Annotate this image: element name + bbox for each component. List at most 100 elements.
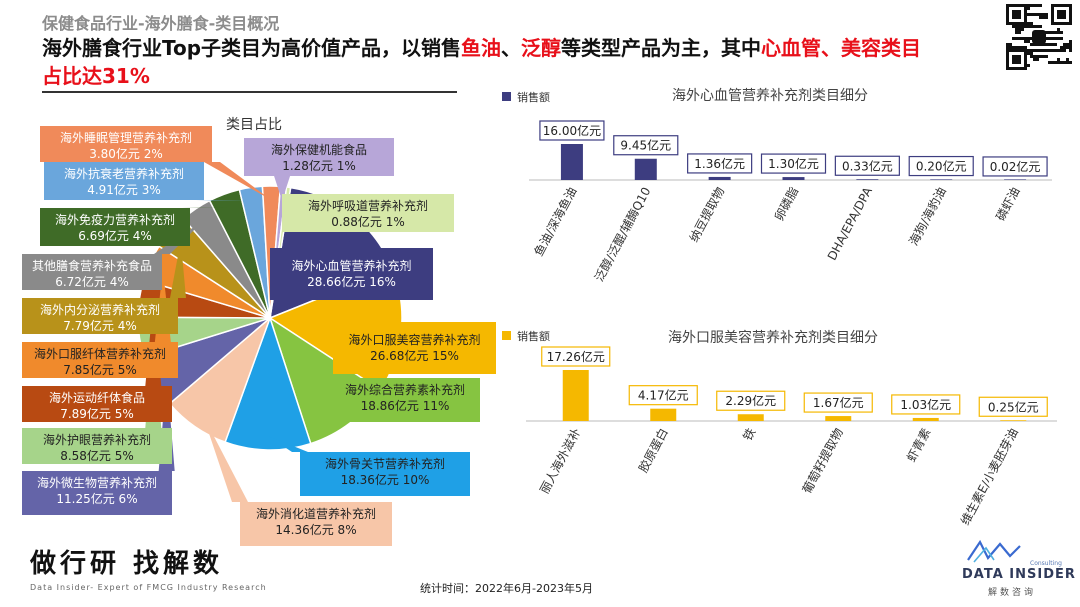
data-label-box <box>978 396 1048 417</box>
data-label-box <box>760 153 827 174</box>
pie-label-name: 海外保健机能食品 <box>270 143 367 157</box>
data-label: 1.03亿元 <box>900 397 951 412</box>
category-label: 虾青素 <box>904 426 933 464</box>
pie-title: 类目占比 <box>226 117 282 133</box>
category-label: 维生素E/小麦胚芽油 <box>958 426 1021 528</box>
data-label-box <box>908 155 974 177</box>
pie-label-name: 海外消化道营养补充剂 <box>255 507 376 521</box>
category-label: 泛醇/泛醌/辅酶Q10 <box>591 184 653 284</box>
headline-part: 、 <box>501 36 522 60</box>
qr-code-icon[interactable] <box>1006 4 1072 70</box>
pie-label-name: 海外护眼营养补充剂 <box>42 433 151 447</box>
bar <box>1000 420 1027 421</box>
legend-swatch <box>502 331 511 340</box>
headline-highlight: 鱼油 <box>461 36 502 60</box>
bar-chart-title: 海外口服美容营养补充剂类目细分 <box>668 329 878 346</box>
brand-slogan: 做行研 找解数 <box>30 549 224 579</box>
pie-callout-pointer <box>268 435 308 452</box>
pie-label-name: 海外综合营养素补充剂 <box>344 383 465 397</box>
pie-label: 海外睡眠管理营养补充剂 3.80亿元 2% <box>40 126 212 162</box>
pie-label-value: 0.88亿元 1% <box>331 215 405 229</box>
pie-label: 海外口服美容营养补充剂 26.68亿元 15% <box>333 322 496 374</box>
pie-label-value: 1.28亿元 1% <box>282 159 356 173</box>
pie-label-name: 其他膳食营养补充食品 <box>31 259 152 273</box>
pie-label: 其他膳食营养补充食品 6.72亿元 4% <box>22 254 162 290</box>
pie-label-value: 18.36亿元 10% <box>340 473 430 487</box>
pie-label-value: 11.25亿元 6% <box>56 492 138 506</box>
data-label-box <box>891 394 961 415</box>
data-label-box <box>539 120 605 141</box>
data-label: 16.00亿元 <box>543 123 601 138</box>
headline-highlight: 心血管、美容类目占比达31% <box>42 36 922 88</box>
pie-label: 海外心血管营养补充剂 28.66亿元 16% <box>270 248 433 300</box>
stat-time: 统计时间：2022年6月-2023年5月 <box>420 582 593 595</box>
bar <box>782 177 805 180</box>
pie-label-value: 7.85亿元 5% <box>63 363 137 377</box>
category-label: 胶原蛋白 <box>635 425 671 474</box>
data-label: 0.20亿元 <box>916 159 967 174</box>
pie-label: 海外综合营养素补充剂 18.86亿元 11% <box>330 378 480 422</box>
pie-label-value: 7.79亿元 4% <box>63 319 137 333</box>
bar <box>634 158 657 180</box>
pie-label: 海外抗衰老营养补充剂 4.91亿元 3% <box>44 162 204 200</box>
legend-label: 销售额 <box>517 329 550 343</box>
pie-label: 海外护眼营养补充剂 8.58亿元 5% <box>22 428 172 464</box>
pie-label: 海外免疫力营养补充剂 6.69亿元 4% <box>40 208 190 246</box>
pie-label: 海外口服纤体营养补充剂 7.85亿元 5% <box>22 342 178 378</box>
pie-label-value: 14.36亿元 8% <box>275 523 357 537</box>
data-label: 1.67亿元 <box>813 395 864 410</box>
pie-label-name: 海外骨关节营养补充剂 <box>324 457 445 471</box>
data-label: 0.33亿元 <box>842 158 893 173</box>
data-label: 4.17亿元 <box>638 388 689 403</box>
data-label-box <box>687 153 753 174</box>
headline-part: 海外膳食行业Top子类目为高价值产品，以销售 <box>42 36 462 60</box>
category-label: 鱼油/深海鱼油 <box>531 184 580 258</box>
pie-label-name: 海外睡眠管理营养补充剂 <box>59 131 192 145</box>
pie-label-name: 海外内分泌营养补充剂 <box>39 303 160 317</box>
bar <box>930 179 953 180</box>
title-divider <box>42 91 457 93</box>
headline-highlight: 泛醇 <box>521 36 562 60</box>
pie-label-value: 3.80亿元 2% <box>89 147 163 161</box>
bar <box>912 417 939 421</box>
pie-label-name: 海外口服纤体营养补充剂 <box>33 347 166 361</box>
bar <box>856 179 879 180</box>
category-label: DHA/EPA/DPA <box>825 184 876 263</box>
pie-label-value: 7.89亿元 5% <box>60 407 134 421</box>
pie-label-name: 海外运动纤体食品 <box>48 391 145 405</box>
pie-label-value: 6.72亿元 4% <box>55 275 129 289</box>
logo-consulting: Consulting <box>1030 560 1062 567</box>
pie-label: 海外消化道营养补充剂 14.36亿元 8% <box>240 502 392 546</box>
data-label-box <box>982 156 1048 177</box>
brand-subtitle: Data Insider- Expert of FMCG Industry Re… <box>30 583 267 592</box>
bar <box>560 144 583 180</box>
pie-callout-pointer <box>274 176 291 201</box>
category-label: 磷虾油 <box>993 184 1023 223</box>
pie-label: 海外呼吸道营养补充剂 0.88亿元 1% <box>282 194 454 232</box>
data-label: 17.26亿元 <box>547 349 605 364</box>
bar <box>650 408 677 421</box>
pie-callout-pointer <box>170 240 186 298</box>
pie-callout-pointer <box>196 200 253 202</box>
legend-label: 销售额 <box>517 90 550 104</box>
headline: 海外膳食行业Top子类目为高价值产品，以销售鱼油、泛醇等类型产品为主，其中心血管… <box>42 34 922 90</box>
data-label-box <box>716 390 786 411</box>
data-label: 1.36亿元 <box>694 156 745 171</box>
pie-label-name: 海外心血管营养补充剂 <box>291 259 412 273</box>
pie-label-name: 海外呼吸道营养补充剂 <box>307 199 428 213</box>
category-label: 丽人海外滋补 <box>536 425 583 496</box>
pie-label: 海外运动纤体食品 7.89亿元 5% <box>22 386 172 422</box>
data-label-box <box>613 135 679 156</box>
pie-label-value: 26.68亿元 15% <box>370 349 459 363</box>
data-label: 9.45亿元 <box>620 138 671 153</box>
data-label-box <box>541 346 611 367</box>
pie-label-name: 海外微生物营养补充剂 <box>36 476 157 490</box>
data-label-box <box>803 392 873 413</box>
pie-label-value: 6.69亿元 4% <box>78 229 152 243</box>
logo-chinese: 解数咨询 <box>988 588 1037 598</box>
pie-callout-pointer <box>202 415 248 502</box>
bar <box>562 370 589 421</box>
headline-part: 等类型产品为主，其中 <box>561 36 762 60</box>
pie-label: 海外骨关节营养补充剂 18.36亿元 10% <box>300 452 470 496</box>
